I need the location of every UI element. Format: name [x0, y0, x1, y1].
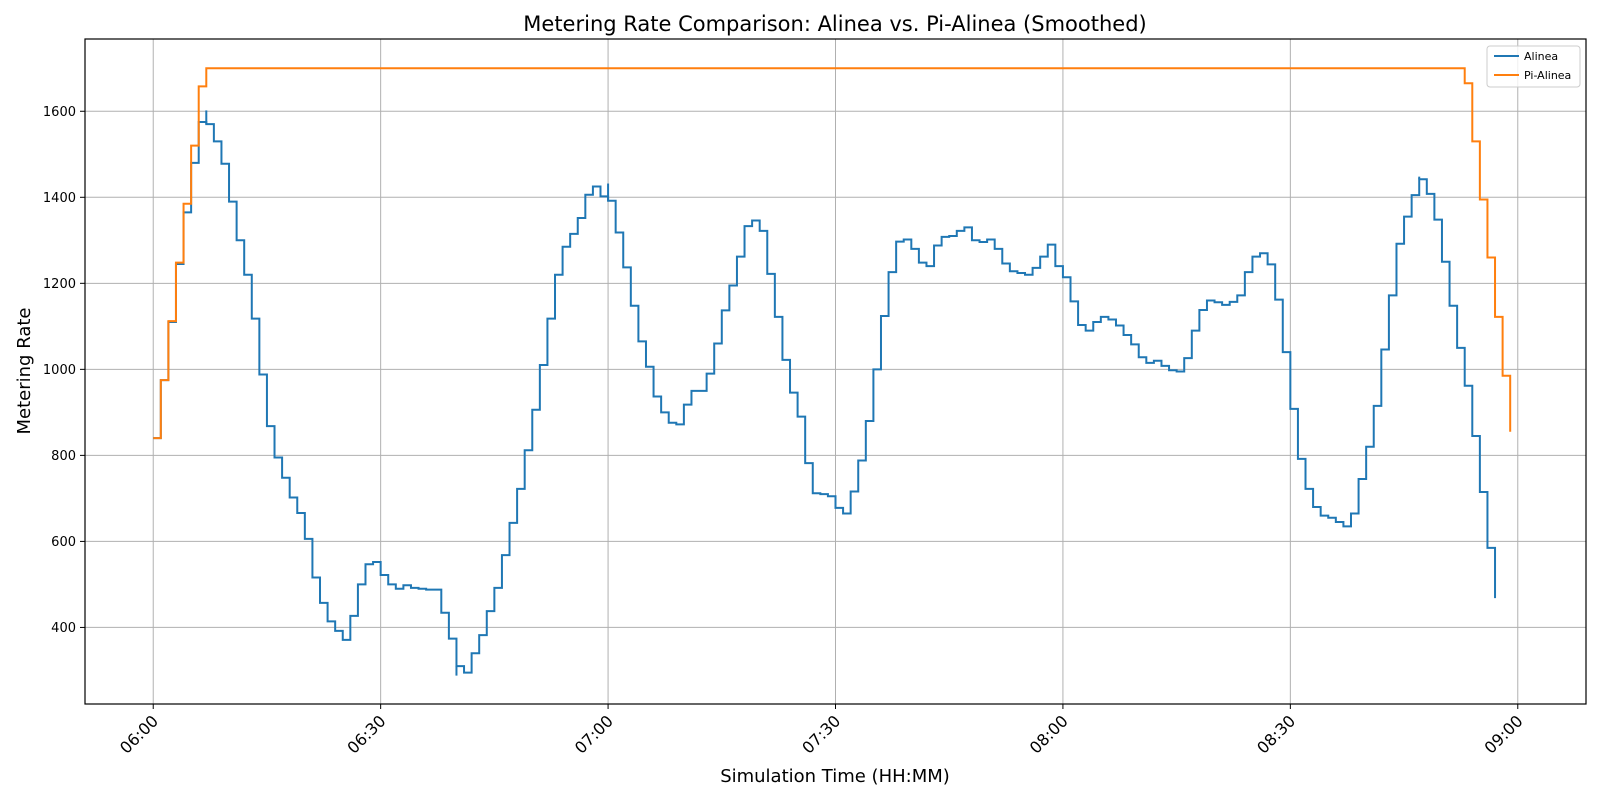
y-tick-label: 1200 [43, 277, 76, 292]
y-tick-label: 1400 [43, 191, 76, 206]
y-tick-label: 1000 [43, 363, 76, 378]
x-tick-label: 08:30 [1253, 711, 1299, 757]
x-tick-label: 09:00 [1481, 711, 1527, 757]
legend: Alinea Pi-Alinea [1486, 45, 1581, 88]
x-tick-label: 08:00 [1026, 711, 1072, 757]
legend-label-alinea: Alinea [1524, 50, 1558, 63]
y-tick-label: 1600 [43, 105, 76, 120]
series-line-alinea [153, 121, 1497, 674]
axis-ticks: 400 600 800 1000 1200 1400 1600 06:00 06:30 07:00… [43, 105, 1527, 758]
y-tick-label: 600 [51, 535, 76, 550]
legend-label-pi-alinea: Pi-Alinea [1524, 69, 1571, 82]
y-tick-label: 800 [51, 449, 76, 464]
x-tick-label: 06:30 [343, 711, 389, 757]
x-axis-label: Simulation Time (HH:MM) [720, 766, 950, 787]
series-layer [153, 67, 1512, 676]
x-tick-label: 07:00 [571, 711, 617, 757]
chart-title: Metering Rate Comparison: Alinea vs. Pi-… [523, 12, 1146, 36]
y-tick-label: 400 [51, 621, 76, 636]
x-tick-label: 06:00 [116, 711, 162, 757]
grid [85, 39, 1586, 704]
x-tick-label: 07:30 [798, 711, 844, 757]
series-line-pi-alinea [153, 67, 1512, 440]
y-axis-label: Metering Rate [14, 308, 35, 435]
